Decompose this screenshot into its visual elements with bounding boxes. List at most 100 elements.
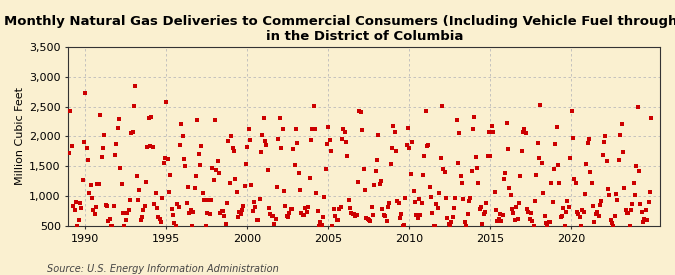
Point [327,224,338,228]
Point [510,218,520,222]
Point [81,145,92,150]
Point [73,218,84,222]
Point [634,169,645,173]
Point [261,143,272,148]
Point [232,214,243,219]
Point [181,201,192,205]
Point [599,140,610,144]
Point [215,210,225,215]
Point [295,188,306,192]
Point [646,116,657,120]
Point [472,166,483,170]
Point [385,161,396,166]
Point [124,197,135,202]
Point [426,194,437,199]
Point [484,130,495,134]
Point [321,167,331,172]
Point [126,131,136,135]
Point [491,208,502,212]
Point [404,146,415,150]
Point [303,205,314,209]
Point [371,169,381,174]
Point [356,110,367,114]
Point [219,214,230,218]
Point [360,187,371,192]
Point [608,224,619,228]
Point [580,192,591,196]
Point [242,145,252,150]
Point [345,205,356,210]
Point [200,224,211,228]
Point [170,224,181,228]
Point [174,143,185,147]
Point [103,218,113,223]
Point [92,182,103,186]
Point [127,130,138,134]
Point [529,224,539,228]
Point [364,218,375,222]
Point [123,208,134,213]
Point [587,181,597,185]
Point [412,216,423,221]
Point [487,124,497,129]
Point [257,133,268,138]
Point [519,127,530,131]
Point [246,183,257,187]
Point [196,144,207,148]
Point [603,187,614,191]
Point [220,222,231,226]
Point [122,211,132,215]
Point [615,133,626,138]
Point [82,158,93,162]
Point [189,186,200,190]
Point [171,202,182,206]
Point [159,156,170,160]
Point [500,171,511,175]
Point [334,207,345,211]
Point [185,207,196,212]
Point [591,211,601,216]
Point [184,211,194,216]
Point [531,172,542,177]
Point [147,144,158,149]
Point [465,196,476,200]
Point [497,213,508,217]
Point [508,211,519,215]
Point [620,208,631,213]
Point [63,150,74,155]
Point [253,218,264,222]
Point [256,150,267,154]
Point [441,196,452,200]
Point [186,224,197,228]
Point [538,191,549,196]
Point [225,134,236,138]
Point [308,104,319,108]
Point [158,161,169,165]
Point [473,181,484,186]
Point [554,181,565,186]
Text: Source: U.S. Energy Information Administration: Source: U.S. Energy Information Administ… [47,264,279,274]
Point [557,214,568,218]
Point [469,115,480,119]
Point [373,133,384,138]
Point [496,219,507,223]
Point [249,199,260,204]
Point [369,183,380,188]
Point [392,199,403,204]
Point [223,139,234,143]
Point [292,141,303,145]
Point [169,221,180,226]
Point [396,212,407,216]
Point [329,207,340,211]
Point [307,127,318,131]
Point [338,127,349,132]
Point [157,196,167,200]
Point [375,182,385,186]
Point [66,144,77,148]
Point [136,215,147,219]
Point [628,181,639,185]
Point [231,189,242,194]
Point [89,212,100,216]
Point [595,203,605,207]
Point [593,214,604,218]
